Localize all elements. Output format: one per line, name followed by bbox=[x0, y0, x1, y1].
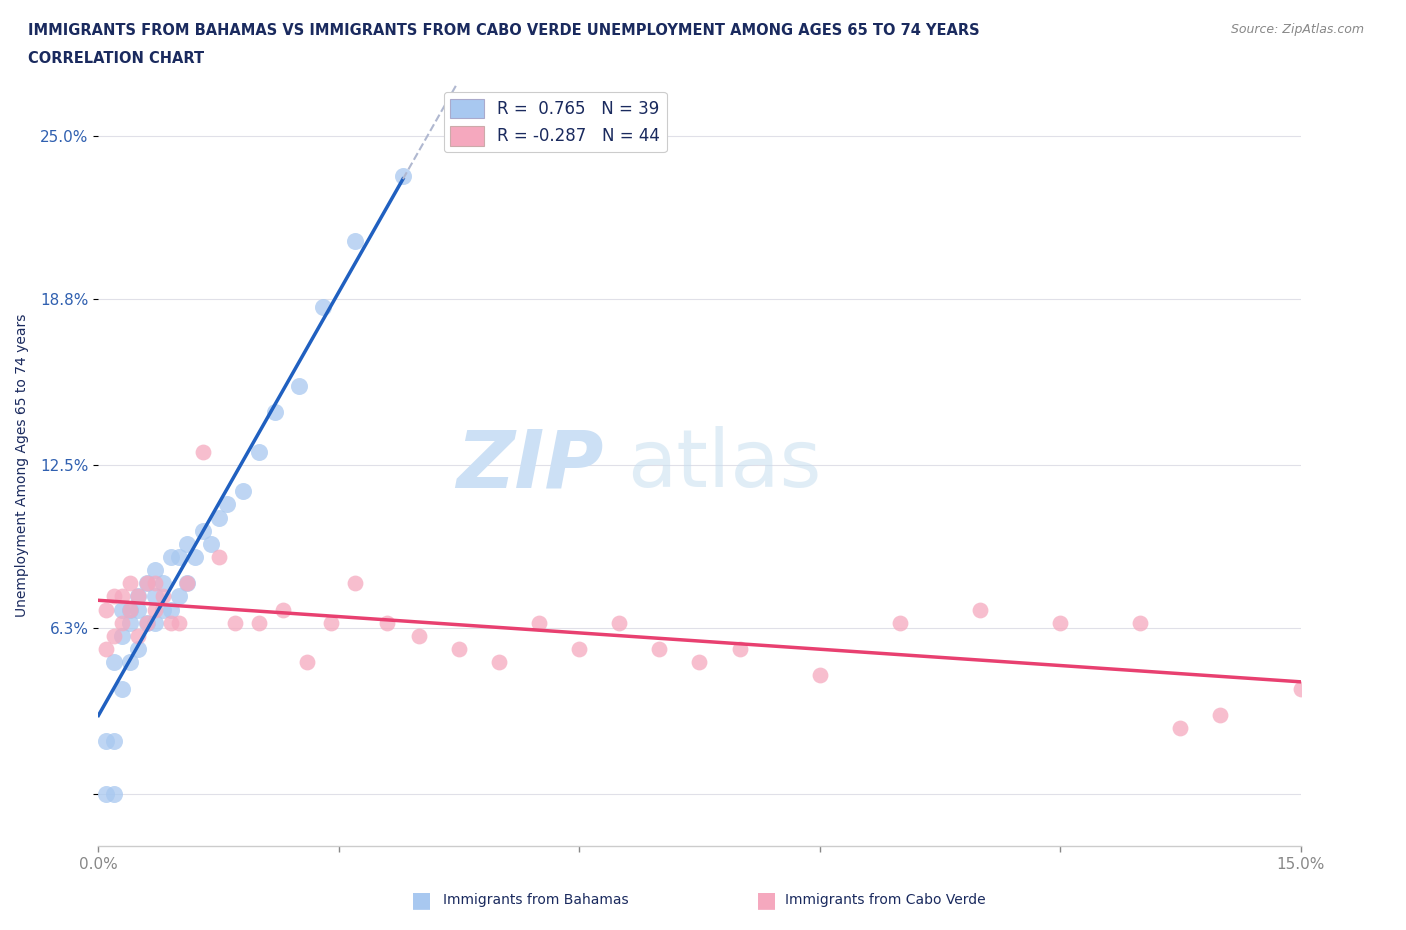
Point bbox=[889, 616, 911, 631]
Point bbox=[1129, 616, 1152, 631]
Text: ZIP: ZIP bbox=[456, 426, 603, 504]
Point bbox=[143, 563, 166, 578]
Point bbox=[103, 629, 125, 644]
Point bbox=[159, 616, 181, 631]
Point bbox=[176, 576, 198, 591]
Point bbox=[120, 603, 142, 618]
Point bbox=[224, 616, 246, 631]
Point bbox=[312, 299, 335, 314]
Point bbox=[176, 576, 198, 591]
Point bbox=[609, 616, 631, 631]
Point bbox=[120, 603, 142, 618]
Point bbox=[111, 629, 134, 644]
Point bbox=[152, 576, 174, 591]
Text: CORRELATION CHART: CORRELATION CHART bbox=[28, 51, 204, 66]
Point bbox=[728, 642, 751, 657]
Point bbox=[167, 550, 190, 565]
Point bbox=[143, 616, 166, 631]
Legend: R =  0.765   N = 39, R = -0.287   N = 44: R = 0.765 N = 39, R = -0.287 N = 44 bbox=[444, 92, 666, 153]
Point bbox=[191, 445, 214, 459]
Point bbox=[120, 616, 142, 631]
Point bbox=[208, 511, 231, 525]
Point bbox=[152, 603, 174, 618]
Point bbox=[263, 405, 285, 419]
Point bbox=[215, 497, 238, 512]
Point bbox=[135, 616, 157, 631]
Text: Immigrants from Cabo Verde: Immigrants from Cabo Verde bbox=[785, 893, 986, 908]
Point bbox=[120, 576, 142, 591]
Point bbox=[176, 537, 198, 551]
Point bbox=[247, 616, 270, 631]
Point bbox=[447, 642, 470, 657]
Point bbox=[688, 655, 710, 670]
Text: ■: ■ bbox=[756, 890, 776, 910]
Point bbox=[648, 642, 671, 657]
Point bbox=[96, 786, 118, 801]
Point bbox=[143, 603, 166, 618]
Point bbox=[128, 642, 150, 657]
Point bbox=[103, 655, 125, 670]
Point bbox=[103, 734, 125, 749]
Point bbox=[808, 668, 831, 683]
Point bbox=[152, 589, 174, 604]
Text: Source: ZipAtlas.com: Source: ZipAtlas.com bbox=[1230, 23, 1364, 36]
Point bbox=[103, 589, 125, 604]
Point bbox=[143, 589, 166, 604]
Point bbox=[128, 603, 150, 618]
Point bbox=[120, 655, 142, 670]
Text: atlas: atlas bbox=[627, 426, 821, 504]
Point bbox=[343, 234, 366, 249]
Y-axis label: Unemployment Among Ages 65 to 74 years: Unemployment Among Ages 65 to 74 years bbox=[15, 313, 30, 617]
Point bbox=[159, 603, 181, 618]
Point bbox=[208, 550, 231, 565]
Point bbox=[128, 629, 150, 644]
Point bbox=[128, 589, 150, 604]
Point bbox=[111, 589, 134, 604]
Point bbox=[143, 576, 166, 591]
Point bbox=[96, 642, 118, 657]
Point bbox=[408, 629, 430, 644]
Point bbox=[295, 655, 318, 670]
Point bbox=[111, 616, 134, 631]
Point bbox=[1170, 721, 1192, 736]
Point bbox=[392, 168, 415, 183]
Point bbox=[1049, 616, 1071, 631]
Point bbox=[128, 589, 150, 604]
Point bbox=[191, 524, 214, 538]
Point bbox=[247, 445, 270, 459]
Text: Immigrants from Bahamas: Immigrants from Bahamas bbox=[443, 893, 628, 908]
Point bbox=[103, 786, 125, 801]
Point bbox=[167, 589, 190, 604]
Point bbox=[159, 550, 181, 565]
Point bbox=[375, 616, 398, 631]
Point bbox=[183, 550, 205, 565]
Text: IMMIGRANTS FROM BAHAMAS VS IMMIGRANTS FROM CABO VERDE UNEMPLOYMENT AMONG AGES 65: IMMIGRANTS FROM BAHAMAS VS IMMIGRANTS FR… bbox=[28, 23, 980, 38]
Point bbox=[135, 576, 157, 591]
Point bbox=[343, 576, 366, 591]
Point bbox=[200, 537, 222, 551]
Point bbox=[271, 603, 294, 618]
Point bbox=[135, 616, 157, 631]
Point bbox=[111, 681, 134, 696]
Point bbox=[969, 603, 991, 618]
Point bbox=[529, 616, 551, 631]
Point bbox=[1289, 681, 1312, 696]
Point bbox=[167, 616, 190, 631]
Point bbox=[111, 603, 134, 618]
Point bbox=[288, 379, 311, 393]
Point bbox=[1209, 708, 1232, 723]
Point bbox=[568, 642, 591, 657]
Point bbox=[96, 734, 118, 749]
Text: ■: ■ bbox=[412, 890, 432, 910]
Point bbox=[488, 655, 510, 670]
Point bbox=[96, 603, 118, 618]
Point bbox=[135, 576, 157, 591]
Point bbox=[232, 484, 254, 498]
Point bbox=[319, 616, 342, 631]
